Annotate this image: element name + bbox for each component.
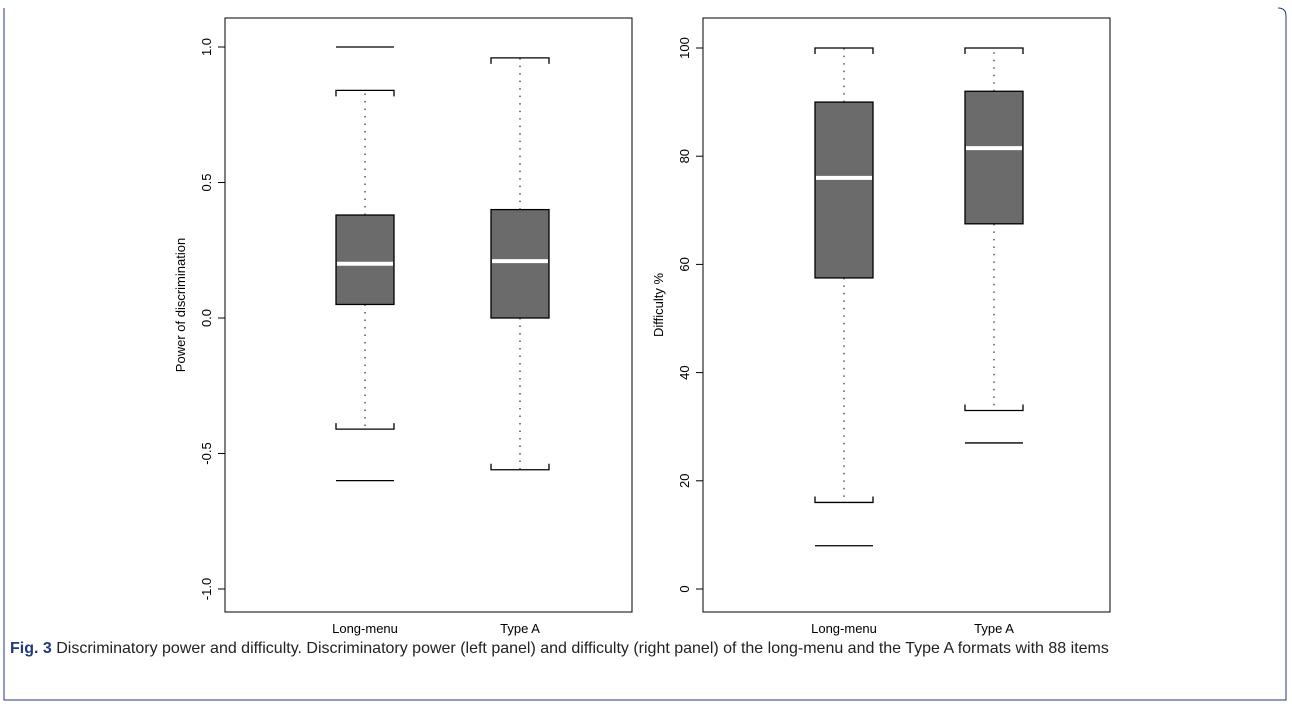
figure-caption: Fig. 3 Discriminatory power and difficul… [10,638,1275,659]
y-axis-title: Power of discrimination [173,238,188,372]
upper-whisker-cap [335,89,395,97]
plot-frame [702,17,1111,613]
box-type-a [490,57,550,471]
upper-whisker-cap [814,47,874,54]
upper-whisker-cap [490,57,550,64]
y-tick-label: 40 [677,365,692,379]
box-long-menu [335,46,395,482]
lower-whisker-cap [335,423,395,430]
right-panel-difficulty: 0 20 40 60 80 100 Difficulty % Long-menu Type A [651,17,1111,636]
x-category-label: Type A [974,621,1014,636]
upper-whisker-cap [964,47,1024,54]
box-long-menu [814,47,874,547]
y-tick-label: 0.5 [199,173,214,191]
lower-whisker-cap [814,496,874,504]
lower-whisker-cap [964,404,1024,412]
x-category-label: Type A [500,621,540,636]
box-iqr [964,90,1024,225]
caption-text: Discriminatory power and difficulty. Dis… [51,640,1109,657]
y-tick-label: 0.0 [199,309,214,327]
lower-whisker-cap [490,463,550,471]
x-category-label: Long-menu [332,621,398,636]
x-category-label: Long-menu [811,621,877,636]
box-type-a [964,47,1024,444]
box-iqr [490,208,550,319]
boxplot-chart: -1.0 -0.5 0.0 0.5 1.0 Power of discrimination… [173,17,1111,636]
y-tick-label: -1.0 [199,578,214,600]
y-tick-label: 1.0 [199,38,214,56]
plot-frame [224,17,633,613]
y-axis-title: Difficulty % [651,273,666,337]
box-iqr [814,101,874,279]
left-panel-power-of-discrimination: -1.0 -0.5 0.0 0.5 1.0 Power of discrimination… [173,17,633,636]
y-tick-label: 100 [677,37,692,59]
y-tick-label: 80 [677,149,692,163]
y-tick-label: -0.5 [199,442,214,464]
caption-label: Fig. 3 [10,640,52,657]
box-iqr [335,214,395,306]
y-tick-label: 0 [677,585,692,592]
y-tick-label: 60 [677,257,692,271]
y-tick-label: 20 [677,474,692,488]
